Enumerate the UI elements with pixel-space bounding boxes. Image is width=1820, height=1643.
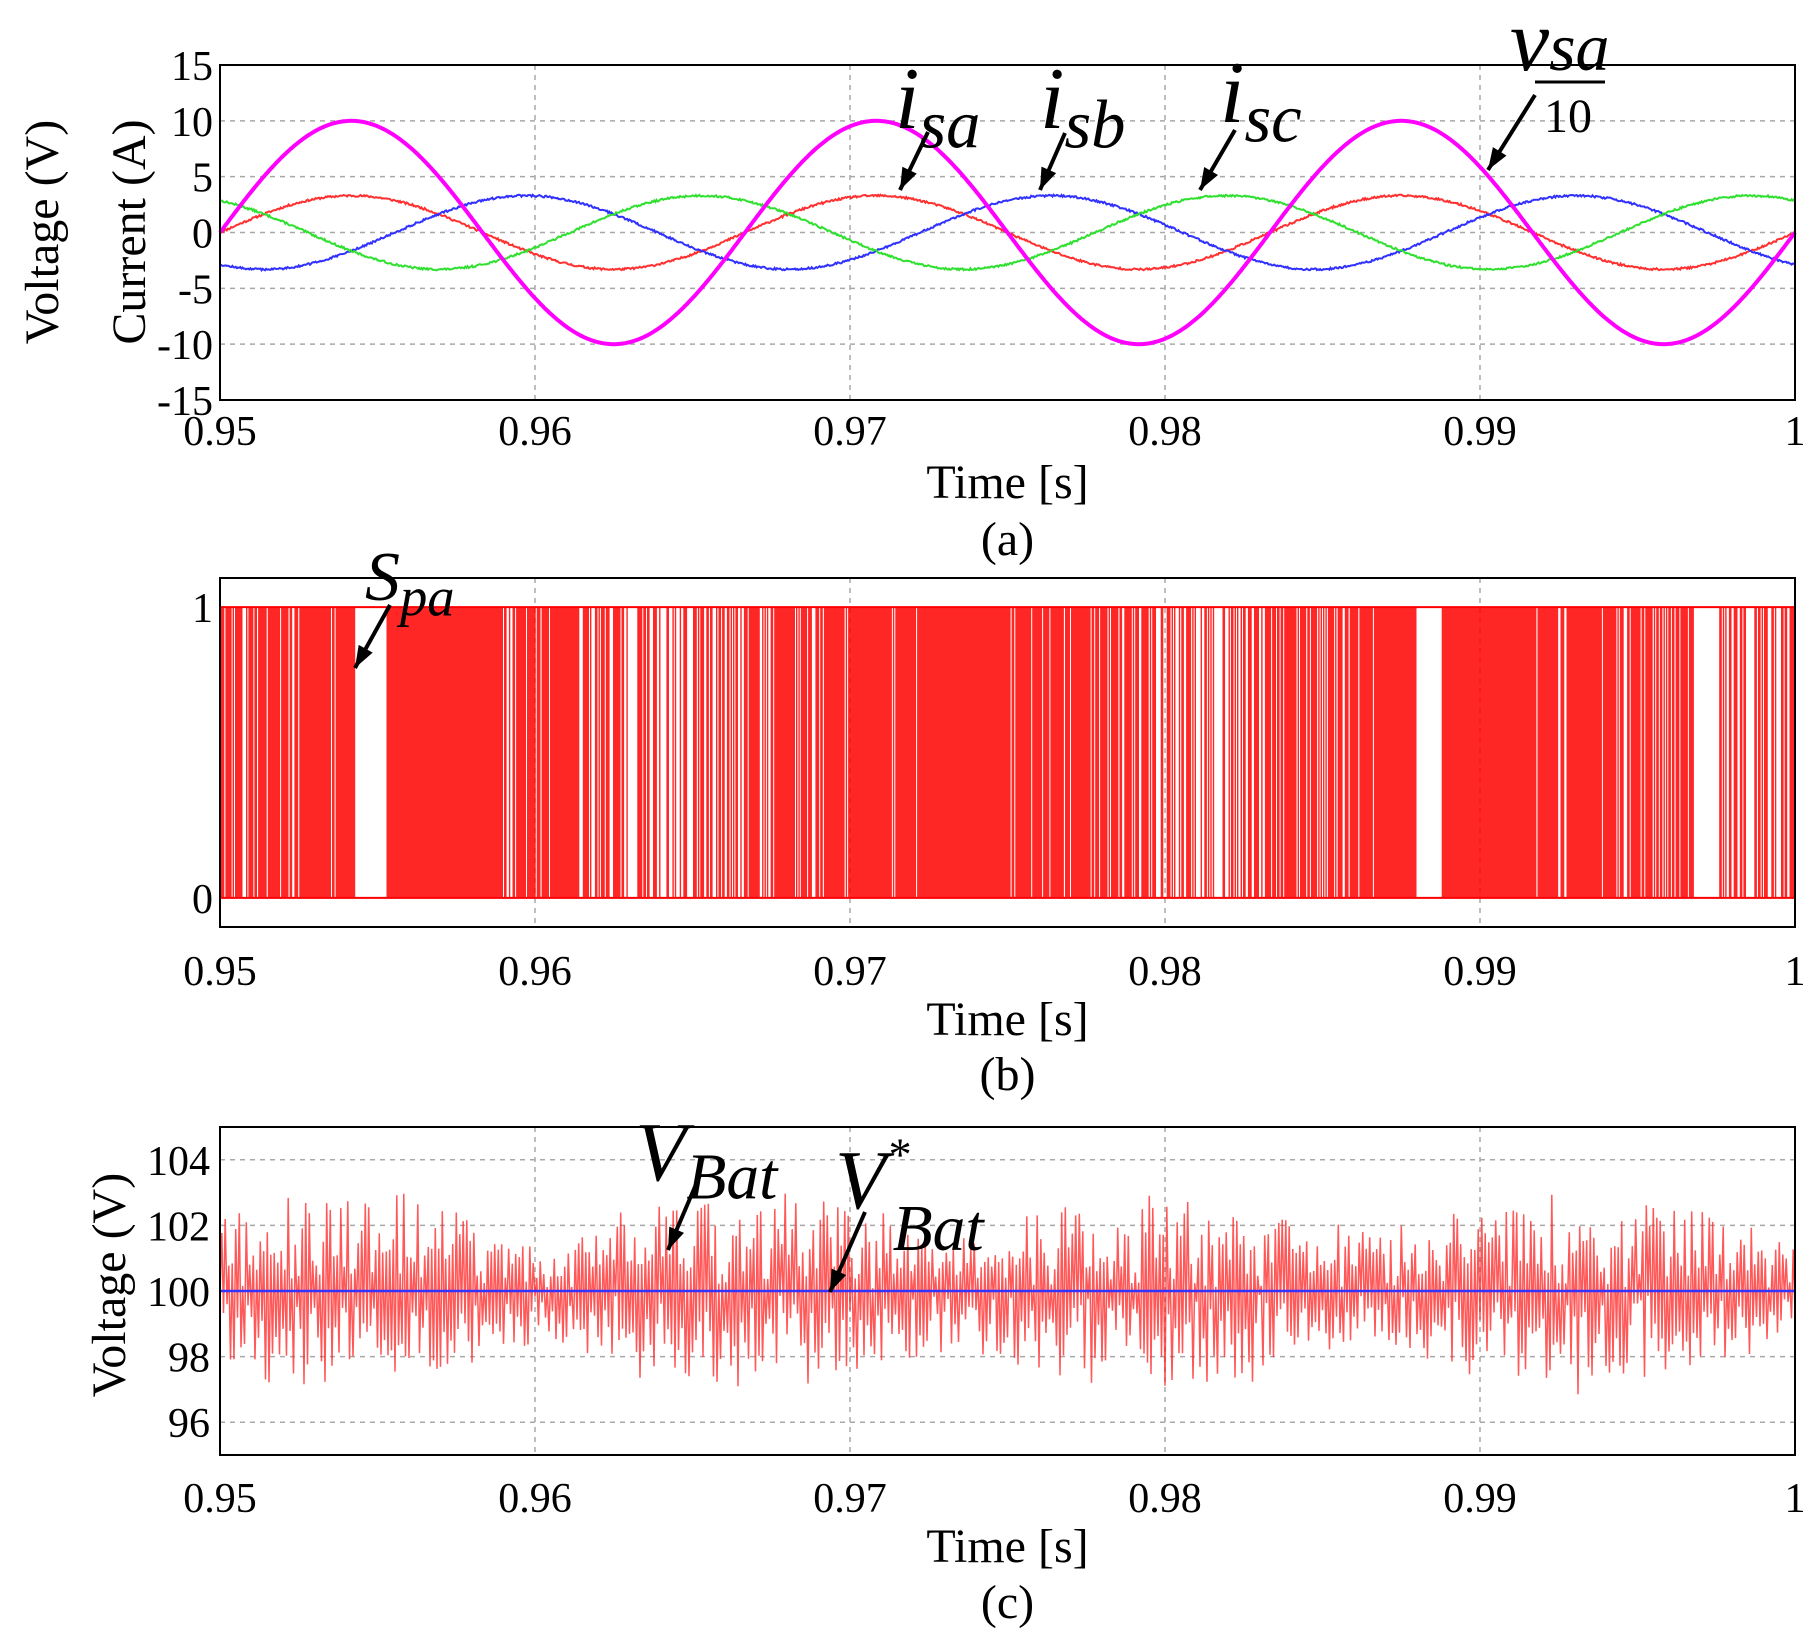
arrow-vsa-head: [1488, 147, 1507, 170]
series-pulses-spa: [219, 607, 1795, 898]
ytick-label-c: 100: [147, 1270, 210, 1316]
annotation-vbat: VBat: [635, 1106, 779, 1213]
x-axis-label-b: Time [s]: [926, 993, 1088, 1046]
panel-b: 0.95 0.96 0.97 0.98 0.99 1 1 0 Time [s](b) Spa: [183, 539, 1805, 1101]
annotation-vsa: vsa: [1510, 0, 1610, 90]
xtick-label-b: 0.95: [183, 949, 257, 995]
annotation-isc: isc: [1220, 45, 1302, 156]
series-line-i_sc: [219, 193, 1796, 272]
ytick-label-c: 96: [168, 1401, 210, 1447]
series-line-vbat: [219, 1193, 1796, 1395]
annotation-isb: isb: [1040, 51, 1125, 162]
xtick-label-c: 0.98: [1128, 1476, 1202, 1522]
plot-frame-a: [219, 64, 1796, 401]
annotation-vbat-ref-sup: *: [886, 1129, 910, 1180]
xtick-label-b: 0.99: [1443, 949, 1517, 995]
xtick-label-c: 0.99: [1443, 1476, 1517, 1522]
plot-frame-c: [219, 1126, 1796, 1456]
xtick-label-a: 0.96: [498, 409, 572, 455]
xtick-label-a: 1: [1785, 409, 1806, 455]
annotation-vbat-ref: V* Bat: [835, 1129, 985, 1265]
arrow-isc-head: [1200, 166, 1218, 190]
arrow-vbat-ref-head: [830, 1268, 847, 1292]
annotation-isb-sub: sb: [1064, 86, 1125, 162]
x-axis-label-a: Time [s]: [926, 456, 1088, 509]
annotation-vbat-sub: Bat: [686, 1141, 779, 1213]
ytick-label-a: 15: [171, 44, 213, 90]
xtick-label-a: 0.99: [1443, 409, 1517, 455]
ytick-label-b: 1: [192, 586, 213, 632]
ytick-label-c: 104: [147, 1139, 210, 1185]
xtick-label-a: 0.97: [813, 409, 887, 455]
annotation-isa-sub: sa: [919, 86, 980, 162]
annotation-vbat-ref-sub: Bat: [893, 1193, 986, 1265]
annotation-isa-main: i: [895, 51, 919, 148]
ytick-label-a: -15: [157, 379, 213, 425]
panel-a: 0.95 0.96 0.97 0.98 0.99 1 15 10 5 0 -5 -10 -15 Time …: [16, 0, 1806, 566]
series-line-v_sa-10: [218, 118, 1797, 347]
ytick-label-b: 0: [192, 877, 213, 923]
x-axis-label-c: Time [s]: [926, 1520, 1088, 1573]
xtick-label-c: 0.96: [498, 1476, 572, 1522]
series-line-i_sb: [220, 193, 1796, 273]
annotation-spa-main: S: [365, 539, 400, 616]
panel-caption-a: (a): [981, 513, 1034, 566]
plot-frame-b: [219, 577, 1796, 928]
panel-caption-b: (b): [980, 1048, 1036, 1101]
annotation-vsa-denominator: 10: [1544, 90, 1592, 143]
y-axis-label-inner-a: Current (A): [103, 119, 156, 344]
y-axis-label-outer-a: Voltage (V): [16, 120, 69, 344]
ytick-label-a: -5: [178, 267, 213, 313]
ytick-label-a: 10: [171, 100, 213, 146]
annotation-isa: isa: [895, 51, 980, 162]
arrow-isa-head: [900, 166, 917, 190]
ytick-label-a: -10: [157, 323, 213, 369]
panel-c: 0.95 0.96 0.97 0.98 0.99 1 104 102 100 98 96 Time […: [83, 1106, 1806, 1629]
xtick-label-a: 0.95: [183, 409, 257, 455]
xtick-label-b: 0.96: [498, 949, 572, 995]
xtick-label-c: 0.95: [183, 1476, 257, 1522]
xtick-label-b: 0.98: [1128, 949, 1202, 995]
y-axis-label-c: Voltage (V): [83, 1173, 136, 1397]
annotation-spa-sub: pa: [396, 566, 455, 627]
annotation-vbat-ref-main: V: [835, 1134, 895, 1227]
annotation-vsa-sub: sa: [1549, 9, 1609, 85]
xtick-label-c: 1: [1785, 1476, 1806, 1522]
annotation-vsa-main: v: [1510, 0, 1550, 90]
arrow-isb-head: [1040, 166, 1057, 190]
ytick-label-c: 102: [147, 1204, 210, 1250]
annotation-vbat-main: V: [635, 1106, 695, 1199]
ytick-label-a: 5: [192, 156, 213, 202]
annotation-isc-sub: sc: [1244, 80, 1301, 156]
ytick-label-a: 0: [192, 212, 213, 258]
annotation-spa: Spa: [365, 539, 455, 627]
annotation-isb-main: i: [1040, 51, 1064, 148]
xtick-label-b: 1: [1785, 949, 1806, 995]
annotation-isc-main: i: [1220, 45, 1244, 142]
xtick-label-b: 0.97: [813, 949, 887, 995]
arrow-vbat-head: [668, 1226, 684, 1250]
xtick-label-c: 0.97: [813, 1476, 887, 1522]
ytick-label-c: 98: [168, 1336, 210, 1382]
xtick-label-a: 0.98: [1128, 409, 1202, 455]
panel-caption-c: (c): [981, 1576, 1034, 1629]
arrow-spa-head: [355, 644, 373, 668]
